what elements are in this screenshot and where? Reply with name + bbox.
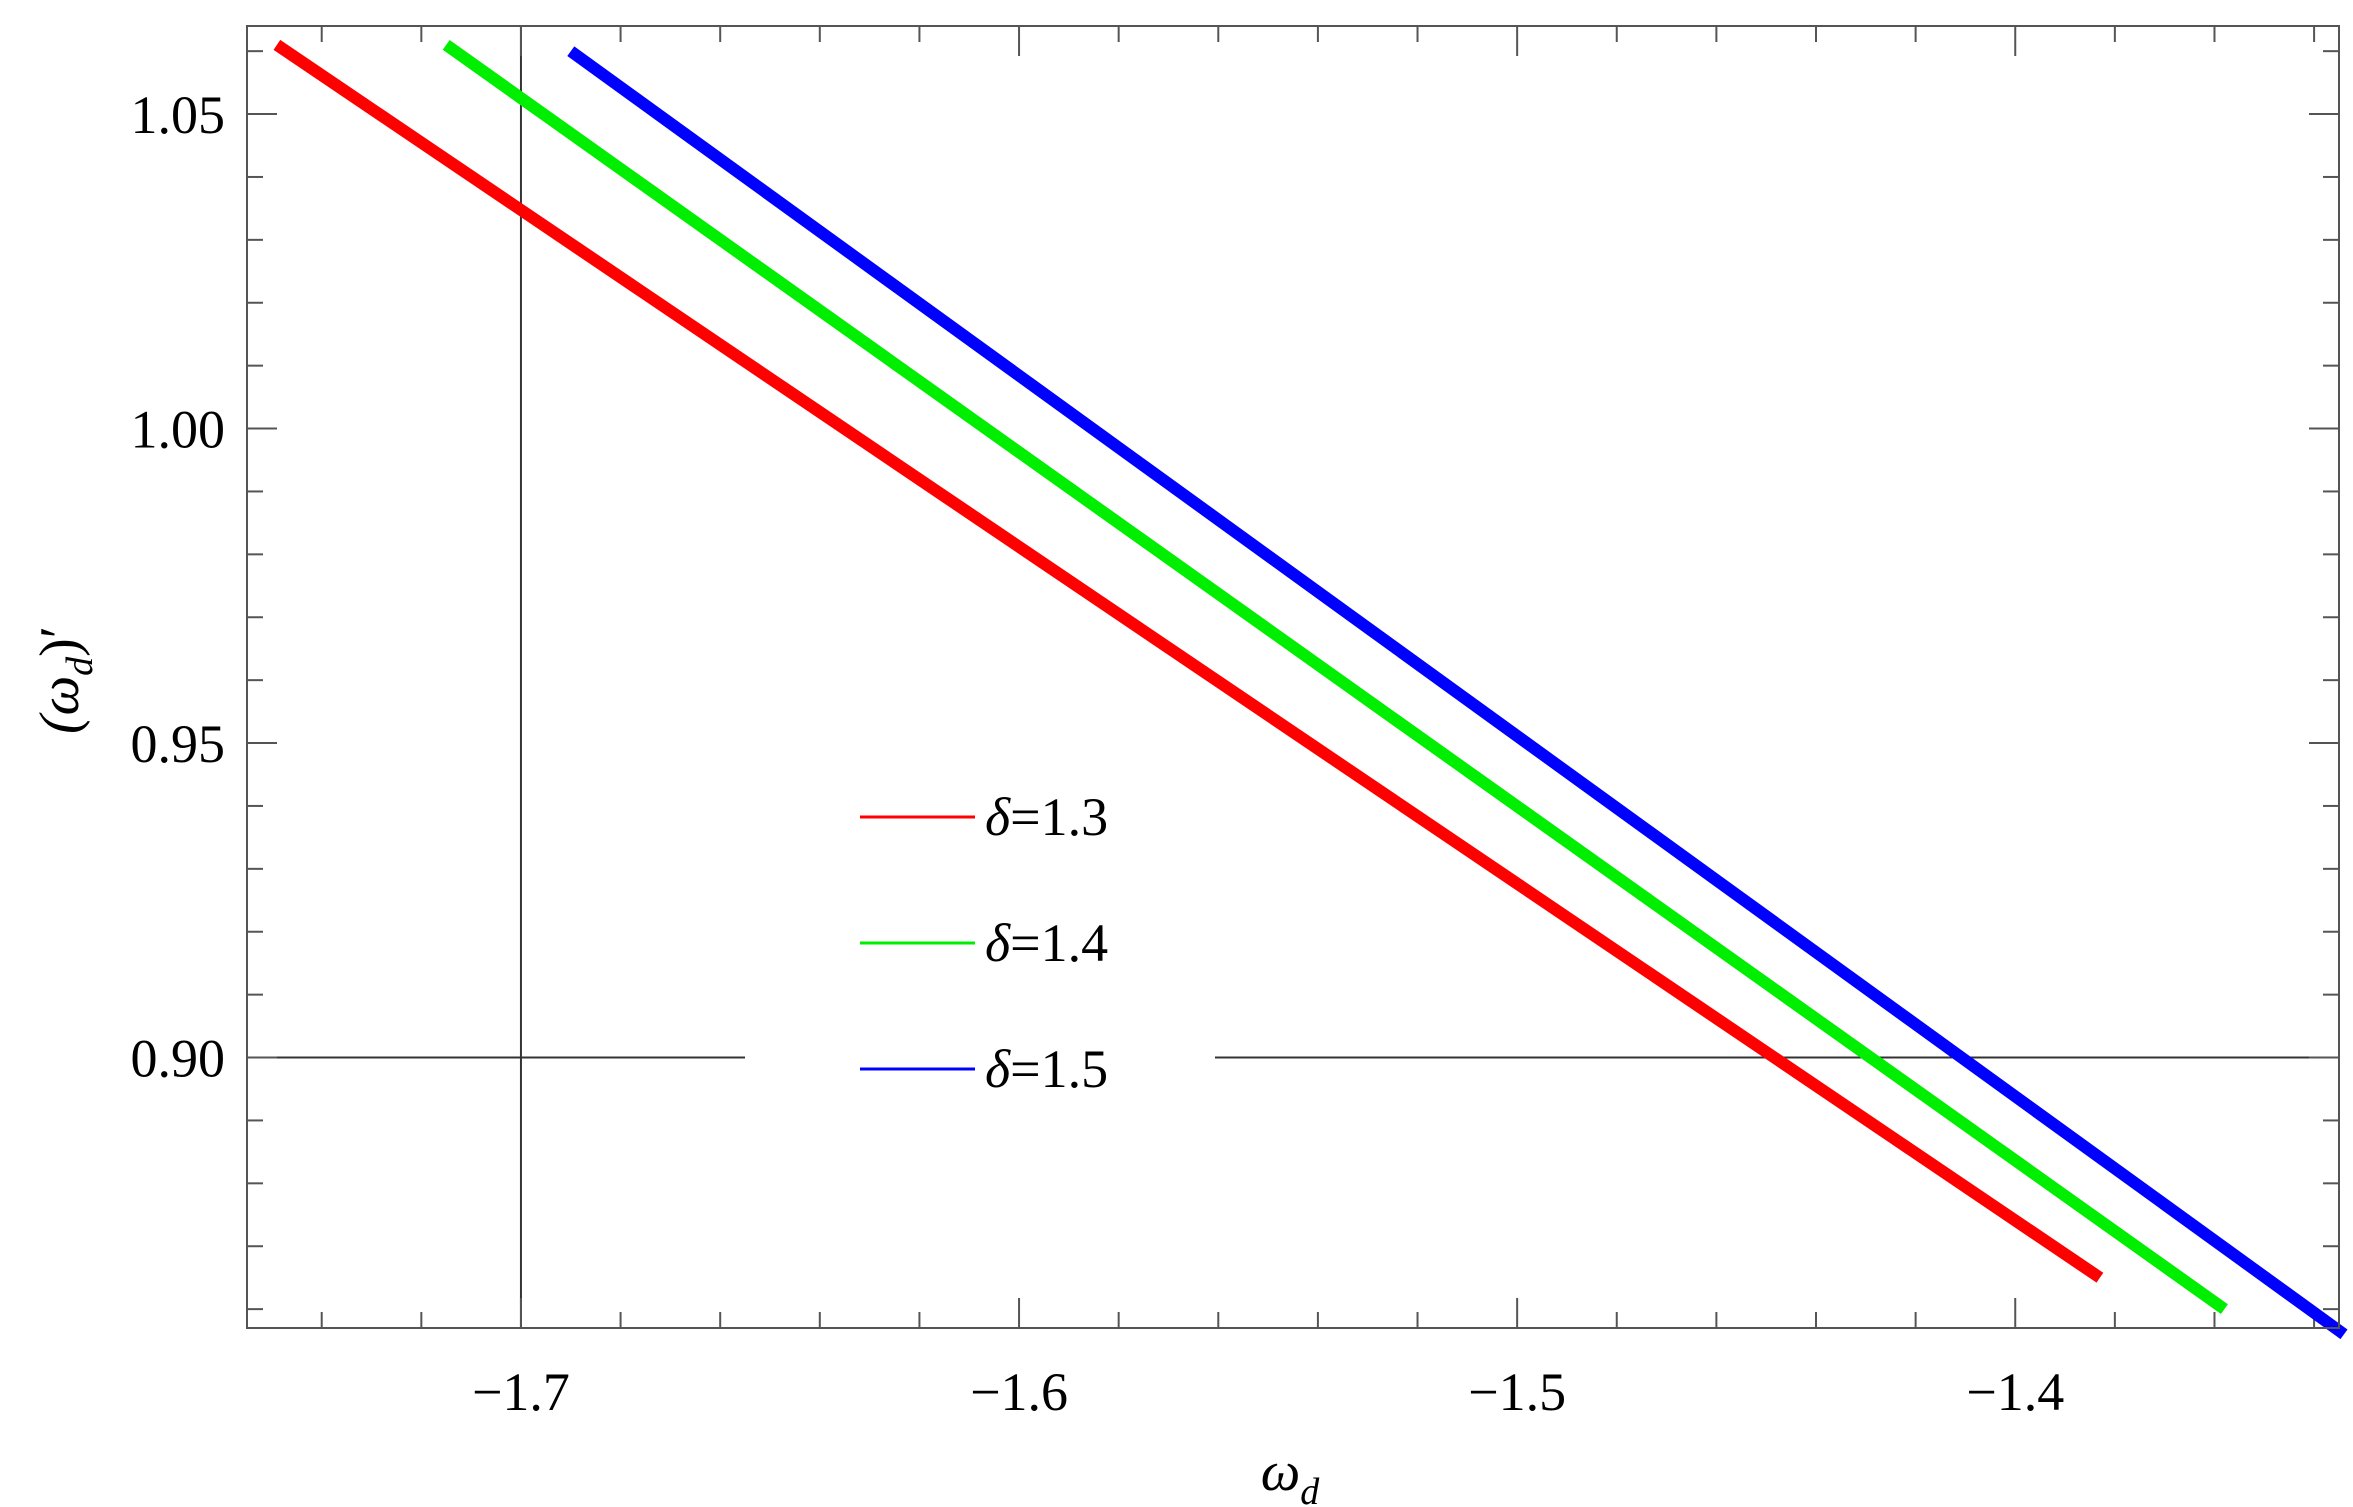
y-tick-label: 1.05 [131, 85, 226, 145]
legend-value-2: =1.4 [1010, 913, 1108, 973]
y-axis-ticks: 0.90 0.95 1.00 1.05 [131, 85, 2339, 1089]
x-tick-label: −1.5 [1468, 1362, 1566, 1422]
legend-symbol-1: δ [985, 787, 1011, 847]
legend-value-3: =1.5 [1010, 1039, 1108, 1099]
legend-symbol-3: δ [985, 1039, 1011, 1099]
legend-value-1: =1.3 [1010, 787, 1108, 847]
reference-lines [247, 26, 2339, 1328]
x-axis-title-subscript: d [1300, 1471, 1320, 1507]
legend-symbol-2: δ [985, 913, 1011, 973]
legend: δ=1.3δ=1.4δ=1.5 [860, 787, 1108, 1099]
legend-backdrop [745, 780, 1215, 1120]
x-tick-label: −1.6 [970, 1362, 1068, 1422]
series-line-3 [567, 46, 2348, 1340]
x-axis-title: ωd [1261, 1441, 1321, 1507]
plot-frame [246, 25, 2340, 1329]
y-axis-title: (ωd)′ [29, 626, 101, 734]
x-tick-label: −1.7 [472, 1362, 570, 1422]
minor-ticks [247, 26, 2339, 1328]
x-tick-label: −1.4 [1966, 1362, 2064, 1422]
series-line-2 [442, 40, 2228, 1314]
y-tick-label: 0.90 [131, 1029, 226, 1089]
x-axis-ticks: −1.7 −1.6 −1.5 −1.4 [472, 26, 2064, 1422]
y-tick-label: 1.00 [131, 400, 226, 460]
legend-label-1: δ=1.3 [985, 787, 1108, 847]
y-tick-label: 0.95 [131, 714, 226, 774]
legend-label-3: δ=1.5 [985, 1039, 1108, 1099]
legend-label-2: δ=1.4 [985, 913, 1108, 973]
series-lines [273, 39, 2348, 1340]
series-line-1 [273, 39, 2104, 1283]
y-axis-title-suffix: )′ [29, 626, 91, 657]
y-axis-title-subscript: d [59, 656, 101, 676]
